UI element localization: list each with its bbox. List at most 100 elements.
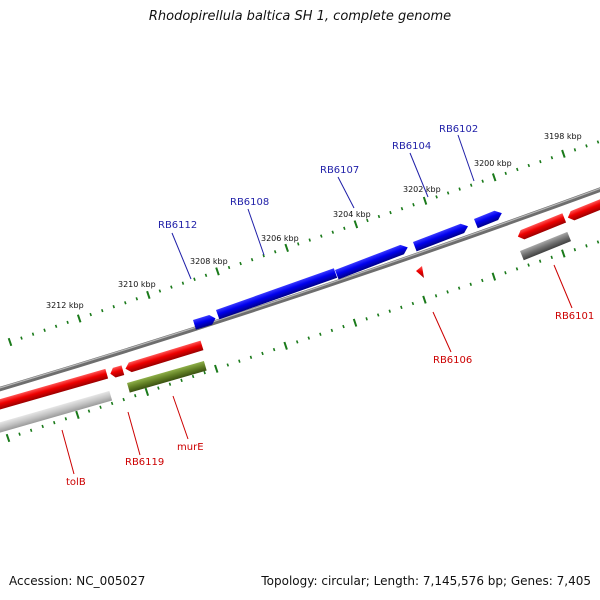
outer-track-minor-tick	[539, 159, 542, 164]
label-RB6112: RB6112	[158, 220, 197, 231]
inner-track-minor-tick	[18, 432, 21, 436]
outer-track-major-tick	[215, 267, 220, 276]
inner-track-major-tick	[283, 341, 288, 350]
outer-track-minor-tick	[550, 156, 554, 160]
gene-RB6104[interactable]	[413, 222, 470, 252]
inner-track-major-tick	[144, 387, 150, 397]
inner-track-minor-tick	[168, 382, 172, 386]
outer-track-minor-tick	[66, 320, 69, 325]
gene-RB6108[interactable]	[216, 268, 338, 320]
gene-murE-red[interactable]	[124, 340, 204, 374]
inner-track-minor-tick	[122, 397, 125, 402]
tick-label-3206: 3206 kbp	[261, 234, 299, 243]
inner-track-minor-tick	[538, 259, 542, 263]
outer-track-minor-tick	[20, 336, 23, 340]
inner-track-minor-tick	[342, 324, 345, 329]
tick-label-3200: 3200 kbp	[474, 159, 512, 168]
gene-RB6112[interactable]	[193, 314, 217, 330]
gene-labels: RB6112 RB6108 RB6107 RB6104 RB6102 RB610…	[66, 124, 594, 488]
outer-track-minor-tick	[331, 230, 335, 234]
outer-track-minor-tick	[377, 214, 381, 219]
label-RB6119: RB6119	[125, 457, 164, 468]
inner-track-major-tick	[561, 249, 566, 258]
outer-track-minor-tick	[193, 277, 196, 281]
inner-track-minor-tick	[180, 378, 183, 383]
inner-track-minor-tick	[446, 290, 449, 294]
outer-track-major-tick	[353, 220, 359, 229]
inner-track-major-tick	[75, 410, 80, 420]
tick-label-3208: 3208 kbp	[190, 257, 228, 266]
outer-track-minor-tick	[297, 242, 300, 246]
outer-track-minor-tick	[158, 289, 162, 293]
gene-tolB-grey[interactable]	[0, 390, 113, 434]
inner-track-minor-tick	[41, 424, 44, 429]
gene-RB6119[interactable]	[109, 365, 125, 378]
inner-track-minor-tick	[411, 301, 415, 306]
outer-track-minor-tick	[469, 183, 473, 187]
inner-track-minor-tick	[319, 332, 322, 336]
outer-track-minor-tick	[516, 167, 519, 172]
outer-track-minor-tick	[124, 301, 127, 305]
inner-track-major-tick	[491, 272, 497, 281]
outer-track-minor-tick	[250, 257, 254, 262]
label-leaders	[61, 134, 573, 475]
outer-track-minor-tick	[481, 179, 484, 183]
accession-text: Accession: NC_005027	[9, 574, 146, 588]
gene-RB6106[interactable]	[416, 266, 424, 278]
inner-track-major-tick	[422, 295, 427, 304]
inner-track-minor-tick	[550, 255, 553, 260]
inner-track-major-tick	[5, 433, 11, 443]
outer-track-major-tick	[284, 243, 289, 253]
outer-track-minor-tick	[585, 144, 588, 148]
gene-RB6102[interactable]	[474, 209, 504, 229]
inner-track-major-tick	[214, 364, 219, 373]
outer-track-major-tick	[76, 314, 82, 323]
outer-tick-track	[7, 140, 600, 347]
gene-RB6101[interactable]	[520, 231, 572, 261]
inner-track-minor-tick	[134, 394, 137, 398]
inner-track-minor-tick	[226, 363, 230, 367]
outer-track-minor-tick	[389, 210, 392, 215]
outer-track-minor-tick	[446, 191, 450, 195]
inner-track-minor-tick	[504, 271, 507, 275]
inner-track-minor-tick	[573, 248, 577, 252]
inner-track-minor-tick	[596, 240, 600, 244]
outer-track-major-tick	[491, 173, 497, 182]
inner-track-minor-tick	[203, 370, 206, 375]
outer-track-minor-tick	[43, 328, 46, 332]
outer-track-major-tick	[422, 196, 428, 205]
outer-track-minor-tick	[135, 297, 139, 301]
outer-track-minor-tick	[596, 140, 600, 144]
label-RB6108: RB6108	[230, 197, 269, 208]
inner-track-minor-tick	[457, 286, 461, 290]
tick-label-3198: 3198 kbp	[544, 132, 582, 141]
inner-track-major-tick	[352, 318, 358, 327]
gene-RB6107[interactable]	[335, 243, 410, 280]
outer-track-minor-tick	[89, 312, 92, 317]
label-murE: murE	[177, 442, 204, 453]
inner-tick-track	[5, 240, 600, 443]
inner-track-minor-tick	[388, 309, 391, 313]
genome-summary-text: Topology: circular; Length: 7,145,576 bp…	[261, 574, 591, 588]
inner-track-minor-tick	[365, 317, 368, 321]
inner-track-minor-tick	[330, 328, 334, 333]
inner-track-genes	[0, 231, 572, 434]
gene-tolB[interactable]	[0, 368, 109, 412]
inner-track-minor-tick	[87, 409, 91, 413]
inner-track-minor-tick	[307, 336, 311, 340]
inner-track-minor-tick	[29, 428, 33, 432]
inner-track-minor-tick	[527, 263, 530, 267]
label-RB6106: RB6106	[433, 355, 472, 366]
inner-track-minor-tick	[261, 351, 264, 356]
gene-RB6101-red[interactable]	[516, 213, 567, 241]
genome-title: Rhodopirellula baltica SH 1, complete ge…	[148, 9, 452, 24]
gene-murE[interactable]	[127, 360, 207, 393]
outer-track-minor-tick	[262, 254, 265, 258]
outer-track-minor-tick	[573, 148, 577, 152]
label-RB6101: RB6101	[555, 311, 594, 322]
outer-track-minor-tick	[308, 238, 311, 242]
outer-track-minor-tick	[112, 305, 115, 309]
outer-track-minor-tick	[366, 218, 369, 223]
outer-track-minor-tick	[273, 250, 277, 254]
gene-edge-red[interactable]	[566, 194, 600, 222]
